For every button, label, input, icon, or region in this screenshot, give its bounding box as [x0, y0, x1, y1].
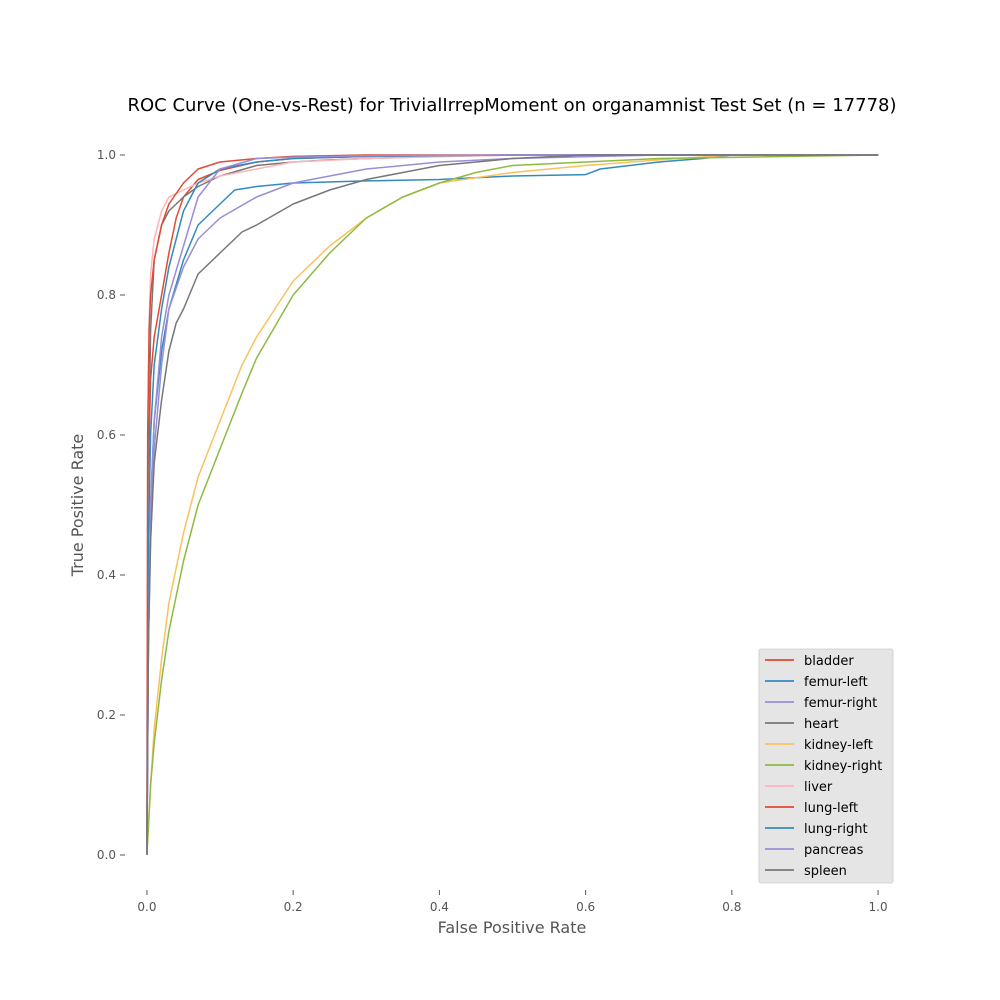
- x-axis-label: False Positive Rate: [438, 918, 587, 937]
- legend-label-lung-right: lung-right: [804, 822, 868, 837]
- legend-label-kidney-right: kidney-right: [804, 759, 882, 774]
- x-tick-label: 0.4: [430, 900, 449, 914]
- legend-label-lung-left: lung-left: [804, 801, 858, 816]
- x-tick-label: 0.6: [576, 900, 595, 914]
- curves-group: [146, 154, 879, 856]
- legend-label-spleen: spleen: [804, 864, 847, 879]
- y-tick-label: 0.6: [97, 428, 116, 442]
- x-axis-ticks: 0.0 0.2 0.4 0.6 0.8 1.0: [137, 890, 888, 914]
- y-tick-label: 0.4: [97, 568, 116, 582]
- x-tick-label: 1.0: [869, 900, 888, 914]
- legend-label-heart: heart: [804, 717, 839, 732]
- x-tick-label: 0.8: [722, 900, 741, 914]
- y-tick-label: 1.0: [97, 148, 116, 162]
- y-tick-label: 0.8: [97, 288, 116, 302]
- curve-spleen: [146, 154, 879, 856]
- y-tick-label: 0.2: [97, 708, 116, 722]
- y-axis-ticks: 0.0 0.2 0.4 0.6 0.8 1.0: [97, 148, 125, 862]
- legend-label-kidney-left: kidney-left: [804, 738, 873, 753]
- x-tick-label: 0.0: [137, 900, 156, 914]
- legend-items: bladder femur-left femur-right heart kidney-…: [765, 654, 882, 879]
- curve-kidney-left: [146, 154, 879, 856]
- y-tick-label: 0.0: [97, 848, 116, 862]
- y-axis-label: True Positive Rate: [68, 434, 87, 578]
- legend-label-bladder: bladder: [804, 654, 854, 669]
- legend: bladder femur-left femur-right heart kidney-…: [758, 648, 894, 884]
- chart-title: ROC Curve (One-vs-Rest) for TrivialIrrep…: [127, 95, 896, 116]
- curve-lung-right: [146, 154, 879, 856]
- legend-label-liver: liver: [804, 780, 833, 795]
- legend-label-femur-left: femur-left: [804, 675, 868, 690]
- curve-kidney-right: [146, 154, 879, 856]
- legend-label-femur-right: femur-right: [804, 696, 877, 711]
- curve-pancreas: [146, 154, 879, 856]
- x-tick-label: 0.2: [284, 900, 303, 914]
- legend-label-pancreas: pancreas: [804, 843, 864, 858]
- legend-box: [758, 648, 894, 884]
